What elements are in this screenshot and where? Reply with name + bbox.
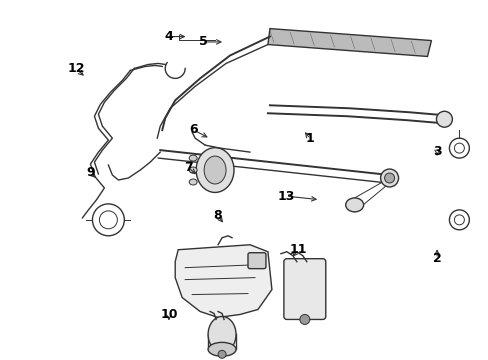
Ellipse shape: [436, 111, 451, 127]
Text: 9: 9: [86, 166, 95, 179]
Text: 7: 7: [183, 161, 192, 174]
Text: 5: 5: [198, 35, 207, 49]
Text: 11: 11: [289, 243, 306, 256]
Ellipse shape: [345, 198, 363, 212]
Ellipse shape: [380, 169, 398, 187]
FancyBboxPatch shape: [247, 253, 265, 269]
Ellipse shape: [208, 342, 236, 356]
Text: 8: 8: [213, 210, 222, 222]
Ellipse shape: [208, 316, 236, 352]
Text: 13: 13: [277, 190, 294, 203]
Ellipse shape: [196, 148, 234, 193]
Text: 6: 6: [188, 123, 197, 136]
Text: 2: 2: [432, 252, 441, 265]
Ellipse shape: [203, 156, 225, 184]
Text: 1: 1: [305, 132, 314, 145]
Polygon shape: [267, 28, 430, 57]
Text: 12: 12: [67, 62, 85, 75]
Polygon shape: [175, 245, 271, 318]
Ellipse shape: [218, 350, 225, 358]
Ellipse shape: [189, 179, 197, 185]
Ellipse shape: [189, 155, 197, 161]
Ellipse shape: [189, 167, 197, 173]
Text: 10: 10: [160, 308, 177, 321]
Text: 3: 3: [432, 145, 441, 158]
Ellipse shape: [299, 315, 309, 324]
FancyBboxPatch shape: [284, 259, 325, 319]
Text: 4: 4: [164, 30, 173, 43]
Ellipse shape: [384, 173, 394, 183]
